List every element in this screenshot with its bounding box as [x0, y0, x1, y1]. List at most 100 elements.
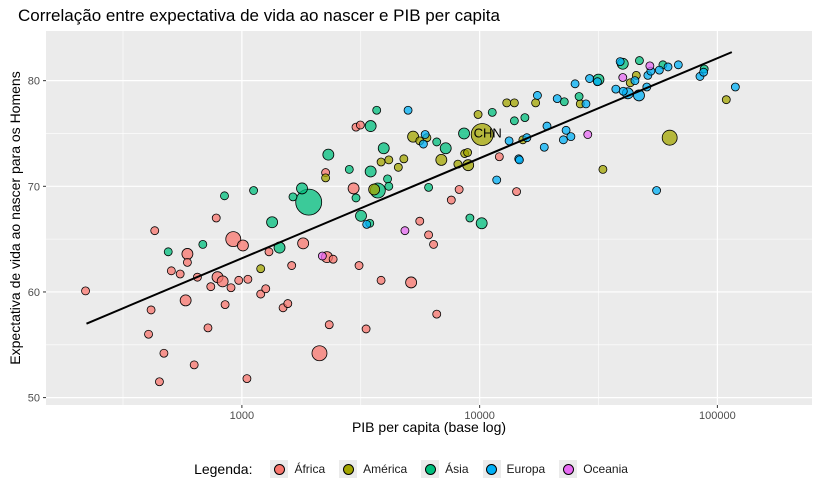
data-point [351, 193, 361, 203]
data-point [583, 130, 593, 139]
y-tick-label: 50 [28, 393, 40, 405]
data-point [515, 155, 524, 165]
data-point [296, 182, 308, 195]
data-point [420, 130, 430, 139]
data-point [473, 110, 483, 119]
data-point [458, 127, 470, 140]
data-point [509, 116, 519, 126]
data-point [393, 162, 403, 172]
chart-title: Correlação entre expectativa de vida ao … [18, 6, 500, 25]
data-point [432, 137, 442, 147]
data-point [317, 251, 327, 261]
data-point [487, 107, 497, 117]
data-point [322, 148, 335, 161]
data-point [256, 264, 266, 274]
data-point [533, 91, 542, 100]
legend-swatch [562, 463, 574, 475]
legend-label: Ásia [445, 462, 469, 476]
data-point [730, 82, 740, 92]
data-point [311, 345, 328, 362]
data-point [183, 257, 192, 267]
data-point [163, 247, 173, 257]
legend-key [421, 460, 440, 478]
legend-title: Legenda: [194, 461, 253, 477]
legend-swatch [424, 463, 436, 475]
legend-key [559, 460, 578, 478]
data-point [384, 155, 394, 165]
data-point [376, 157, 386, 167]
data-point [699, 67, 709, 77]
data-point [531, 98, 541, 108]
legend-item: África [270, 460, 325, 478]
data-point [155, 377, 164, 387]
data-point [295, 188, 323, 216]
x-tick-label: 10000 [464, 410, 495, 422]
y-tick-label: 70 [28, 181, 40, 193]
data-point [465, 213, 475, 223]
data-point [206, 282, 216, 292]
data-point [405, 276, 418, 289]
data-point [283, 299, 293, 308]
data-point [355, 120, 365, 130]
data-point [663, 62, 673, 72]
data-point [211, 213, 221, 223]
data-point [721, 95, 731, 105]
legend-item: América [339, 460, 407, 478]
data-point [673, 60, 683, 70]
data-point [225, 231, 242, 248]
data-point [574, 92, 584, 101]
data-point [146, 305, 156, 315]
data-point [216, 275, 229, 288]
data-point [347, 182, 360, 195]
data-point [598, 165, 608, 174]
data-point [618, 86, 628, 96]
data-point [189, 360, 199, 370]
data-point [321, 173, 331, 183]
data-point [439, 142, 452, 155]
legend-label: Europa [506, 462, 546, 476]
data-point [384, 181, 394, 191]
legend-swatch [342, 463, 354, 475]
data-point [377, 142, 390, 155]
x-tick-label: 1000 [230, 410, 254, 422]
x-tick-label: 100000 [699, 410, 736, 422]
data-point [539, 142, 549, 152]
data-point [492, 175, 502, 185]
axes: 1000 10000 100000 50 60 70 80 PIB per capita (b… [7, 71, 736, 435]
legend: Legenda: África América Ásia Europa Oceania [0, 456, 822, 482]
data-point [611, 84, 621, 94]
data-point [243, 274, 253, 284]
trend-line-group [86, 51, 733, 325]
data-point [234, 275, 244, 285]
data-point [287, 261, 297, 270]
trend-line [86, 51, 733, 325]
y-tick-label: 80 [28, 76, 40, 88]
legend-swatch [273, 463, 285, 475]
plot-panel [46, 31, 812, 405]
data-point [502, 98, 512, 108]
data-point [424, 182, 433, 192]
data-point [364, 120, 377, 132]
data-point [494, 152, 504, 162]
x-axis-label: PIB per capita (base log) [352, 419, 506, 435]
data-point [615, 57, 625, 67]
data-point [220, 300, 230, 310]
legend-item: Ásia [421, 460, 469, 478]
data-point [344, 165, 354, 174]
legend-label: Oceania [583, 462, 628, 476]
data-point [654, 65, 664, 75]
legend-label: América [363, 462, 408, 476]
data-point [470, 123, 494, 146]
data-point [256, 289, 266, 299]
data-point [630, 76, 640, 86]
data-point [376, 275, 386, 285]
data-point [328, 254, 338, 264]
data-point [399, 154, 409, 164]
data-point [297, 237, 310, 250]
data-point [432, 309, 442, 319]
legend-item: Europa [482, 460, 546, 478]
data-point [463, 148, 473, 157]
data-point [198, 240, 208, 249]
data-point [429, 240, 438, 249]
legend-key [482, 460, 501, 478]
